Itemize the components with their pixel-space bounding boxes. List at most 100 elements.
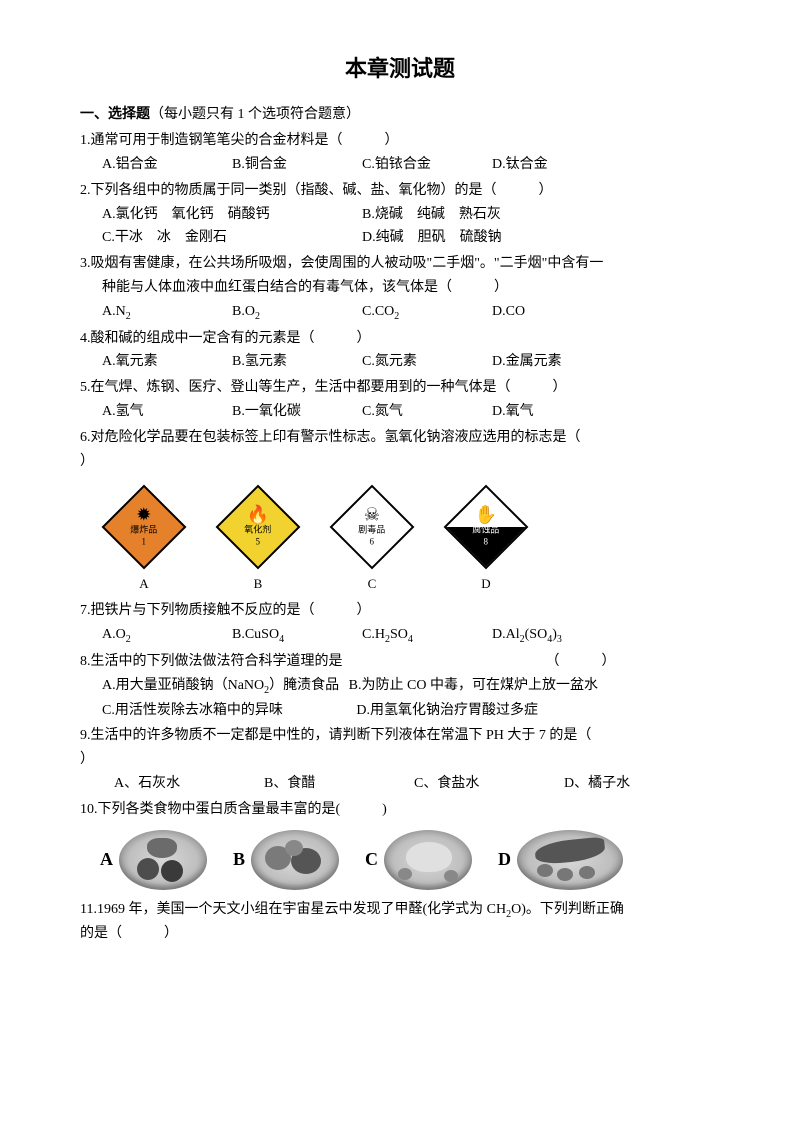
q1-opt-a: A.铝合金 [102,153,232,177]
hazard-c-label: C [368,573,377,595]
q9-line2: ） [80,748,720,772]
q5-text: 5.在气焊、炼钢、医疗、登山等生产，生活中都要用到的一种气体是（ ） [80,376,720,400]
q8-opt-c: C.用活性炭除去冰箱中的异味 [102,703,283,718]
hazard-a-diamond: ✹ 爆炸品 1 [102,485,186,569]
q5-opt-b: B.一氧化碳 [232,400,362,424]
food-a: A [100,830,207,890]
q7-opt-d: D.Al2(SO4)3 [492,623,622,648]
skull-icon: ☠ [364,507,380,525]
hazard-d-num: 8 [484,537,489,548]
food-row: A B C D [100,830,720,890]
section-1-bold: 一、选择题 [80,107,150,122]
hazard-a-num: 1 [142,537,147,548]
q5-opt-c: C.氮气 [362,400,492,424]
hazard-a-text: 爆炸品 [130,526,157,537]
q9-opt-c: C、食盐水 [414,772,564,796]
q1-opt-d: D.钛合金 [492,153,622,177]
q9-options: A、石灰水 B、食醋 C、食盐水 D、橘子水 [80,772,720,796]
question-4: 4.酸和碱的组成中一定含有的元素是（ ） A.氧元素 B.氢元素 C.氮元素 D… [80,327,720,375]
q2-opt-b: B.烧碱 纯碱 熟石灰 [362,203,622,227]
hazard-c: ☠ 剧毒品 6 C [330,485,414,595]
section-1-header: 一、选择题（每小题只有 1 个选项符合题意） [80,103,720,127]
q1-text: 1.通常可用于制造钢笔笔尖的合金材料是（ ） [80,129,720,153]
q10-text: 10.下列各类食物中蛋白质含量最丰富的是( ) [80,798,720,822]
q3-options: A.N2 B.O2 C.CO2 D.CO [80,300,720,325]
question-11: 11.1969 年，美国一个天文小组在宇宙星云中发现了甲醛(化学式为 CH2O)… [80,898,720,947]
hazard-row: ✹ 爆炸品 1 A 🔥 氧化剂 5 B [102,485,720,595]
hazard-c-diamond: ☠ 剧毒品 6 [330,485,414,569]
q3-opt-d: D.CO [492,300,622,325]
question-3: 3.吸烟有害健康，在公共场所吸烟，会使周围的人被动吸"二手烟"。"二手烟"中含有… [80,252,720,324]
hazard-d: ✋ 腐蚀品 8 D [444,485,528,595]
q7-opt-c: C.H2SO4 [362,623,492,648]
q5-opt-a: A.氢气 [102,400,232,424]
q8-row2: C.用活性炭除去冰箱中的异味 D.用氢氧化钠治疗胃酸过多症 [80,699,720,723]
food-d-label: D [498,844,511,875]
q6-line1: 6.对危险化学品要在包装标签上印有警示性标志。氢氧化钠溶液应选用的标志是（ [80,426,720,450]
q8-opt-a: A.用大量亚硝酸钠（NaNO2）腌渍食品 [102,678,339,693]
page-title: 本章测试题 [80,50,720,87]
hazard-d-text: 腐蚀品 [472,526,499,537]
food-b-plate [251,830,339,890]
q2-opt-a: A.氯化钙 氧化钙 硝酸钙 [102,203,362,227]
hazard-b-text: 氧化剂 [244,526,271,537]
hazard-d-label: D [481,573,490,595]
q5-options: A.氢气 B.一氧化碳 C.氮气 D.氧气 [80,400,720,424]
q9-opt-d: D、橘子水 [564,772,714,796]
q6-line2: ） [80,450,720,474]
q8-text: 8.生活中的下列做法做法符合科学道理的是 （ ） [80,650,720,674]
q2-opt-c: C.干冰 冰 金刚石 [102,226,362,250]
q1-options: A.铝合金 B.铜合金 C.铂铱合金 D.钛合金 [80,153,720,177]
q4-opt-a: A.氧元素 [102,350,232,374]
q7-options: A.O2 B.CuSO4 C.H2SO4 D.Al2(SO4)3 [80,623,720,648]
hazard-b: 🔥 氧化剂 5 B [216,485,300,595]
q3-line1: 3.吸烟有害健康，在公共场所吸烟，会使周围的人被动吸"二手烟"。"二手烟"中含有… [80,252,720,276]
q1-opt-c: C.铂铱合金 [362,153,492,177]
q4-opt-c: C.氮元素 [362,350,492,374]
q1-opt-b: B.铜合金 [232,153,362,177]
q2-text: 2.下列各组中的物质属于同一类别（指酸、碱、盐、氧化物）的是（ ） [80,179,720,203]
q9-line1: 9.生活中的许多物质不一定都是中性的，请判断下列液体在常温下 PH 大于 7 的… [80,724,720,748]
q2-options: A.氯化钙 氧化钙 硝酸钙 B.烧碱 纯碱 熟石灰 C.干冰 冰 金刚石 D.纯… [80,203,720,251]
food-c-label: C [365,844,378,875]
question-7: 7.把铁片与下列物质接触不反应的是（ ） A.O2 B.CuSO4 C.H2SO… [80,599,720,648]
food-b-label: B [233,844,245,875]
question-1: 1.通常可用于制造钢笔笔尖的合金材料是（ ） A.铝合金 B.铜合金 C.铂铱合… [80,129,720,177]
hazard-d-diamond: ✋ 腐蚀品 8 [444,485,528,569]
q4-opt-d: D.金属元素 [492,350,622,374]
food-d: D [498,830,623,890]
food-c-plate [384,830,472,890]
question-8: 8.生活中的下列做法做法符合科学道理的是 （ ） A.用大量亚硝酸钠（NaNO2… [80,650,720,722]
q8-opt-d: D.用氢氧化钠治疗胃酸过多症 [356,703,538,718]
question-6: 6.对危险化学品要在包装标签上印有警示性标志。氢氧化钠溶液应选用的标志是（ ） … [80,426,720,596]
q4-text: 4.酸和碱的组成中一定含有的元素是（ ） [80,327,720,351]
q5-opt-d: D.氧气 [492,400,622,424]
q3-line2: 种能与人体血液中血红蛋白结合的有毒气体，该气体是（ ） [80,276,720,300]
explosion-icon: ✹ [136,507,151,525]
question-2: 2.下列各组中的物质属于同一类别（指酸、碱、盐、氧化物）的是（ ） A.氯化钙 … [80,179,720,250]
q9-opt-b: B、食醋 [264,772,414,796]
hazard-b-diamond: 🔥 氧化剂 5 [216,485,300,569]
question-5: 5.在气焊、炼钢、医疗、登山等生产，生活中都要用到的一种气体是（ ） A.氢气 … [80,376,720,424]
question-10: 10.下列各类食物中蛋白质含量最丰富的是( ) A B C [80,798,720,890]
hazard-b-num: 5 [256,537,261,548]
q3-opt-a: A.N2 [102,300,232,325]
hazard-a: ✹ 爆炸品 1 A [102,485,186,595]
q4-opt-b: B.氢元素 [232,350,362,374]
hazard-c-text: 剧毒品 [358,526,385,537]
q3-opt-c: C.CO2 [362,300,492,325]
hazard-c-num: 6 [370,537,375,548]
hazard-a-label: A [139,573,148,595]
q7-opt-a: A.O2 [102,623,232,648]
q11-line2: 的是（ ） [80,922,720,946]
q3-opt-b: B.O2 [232,300,362,325]
question-9: 9.生活中的许多物质不一定都是中性的，请判断下列液体在常温下 PH 大于 7 的… [80,724,720,795]
q8-row1: A.用大量亚硝酸钠（NaNO2）腌渍食品 B.为防止 CO 中毒，可在煤炉上放一… [80,674,720,699]
food-a-label: A [100,844,113,875]
q9-opt-a: A、石灰水 [114,772,264,796]
food-b: B [233,830,339,890]
q2-opt-d: D.纯碱 胆矾 硫酸钠 [362,226,622,250]
q4-options: A.氧元素 B.氢元素 C.氮元素 D.金属元素 [80,350,720,374]
q8-opt-b: B.为防止 CO 中毒，可在煤炉上放一盆水 [349,678,598,693]
hazard-b-label: B [254,573,263,595]
